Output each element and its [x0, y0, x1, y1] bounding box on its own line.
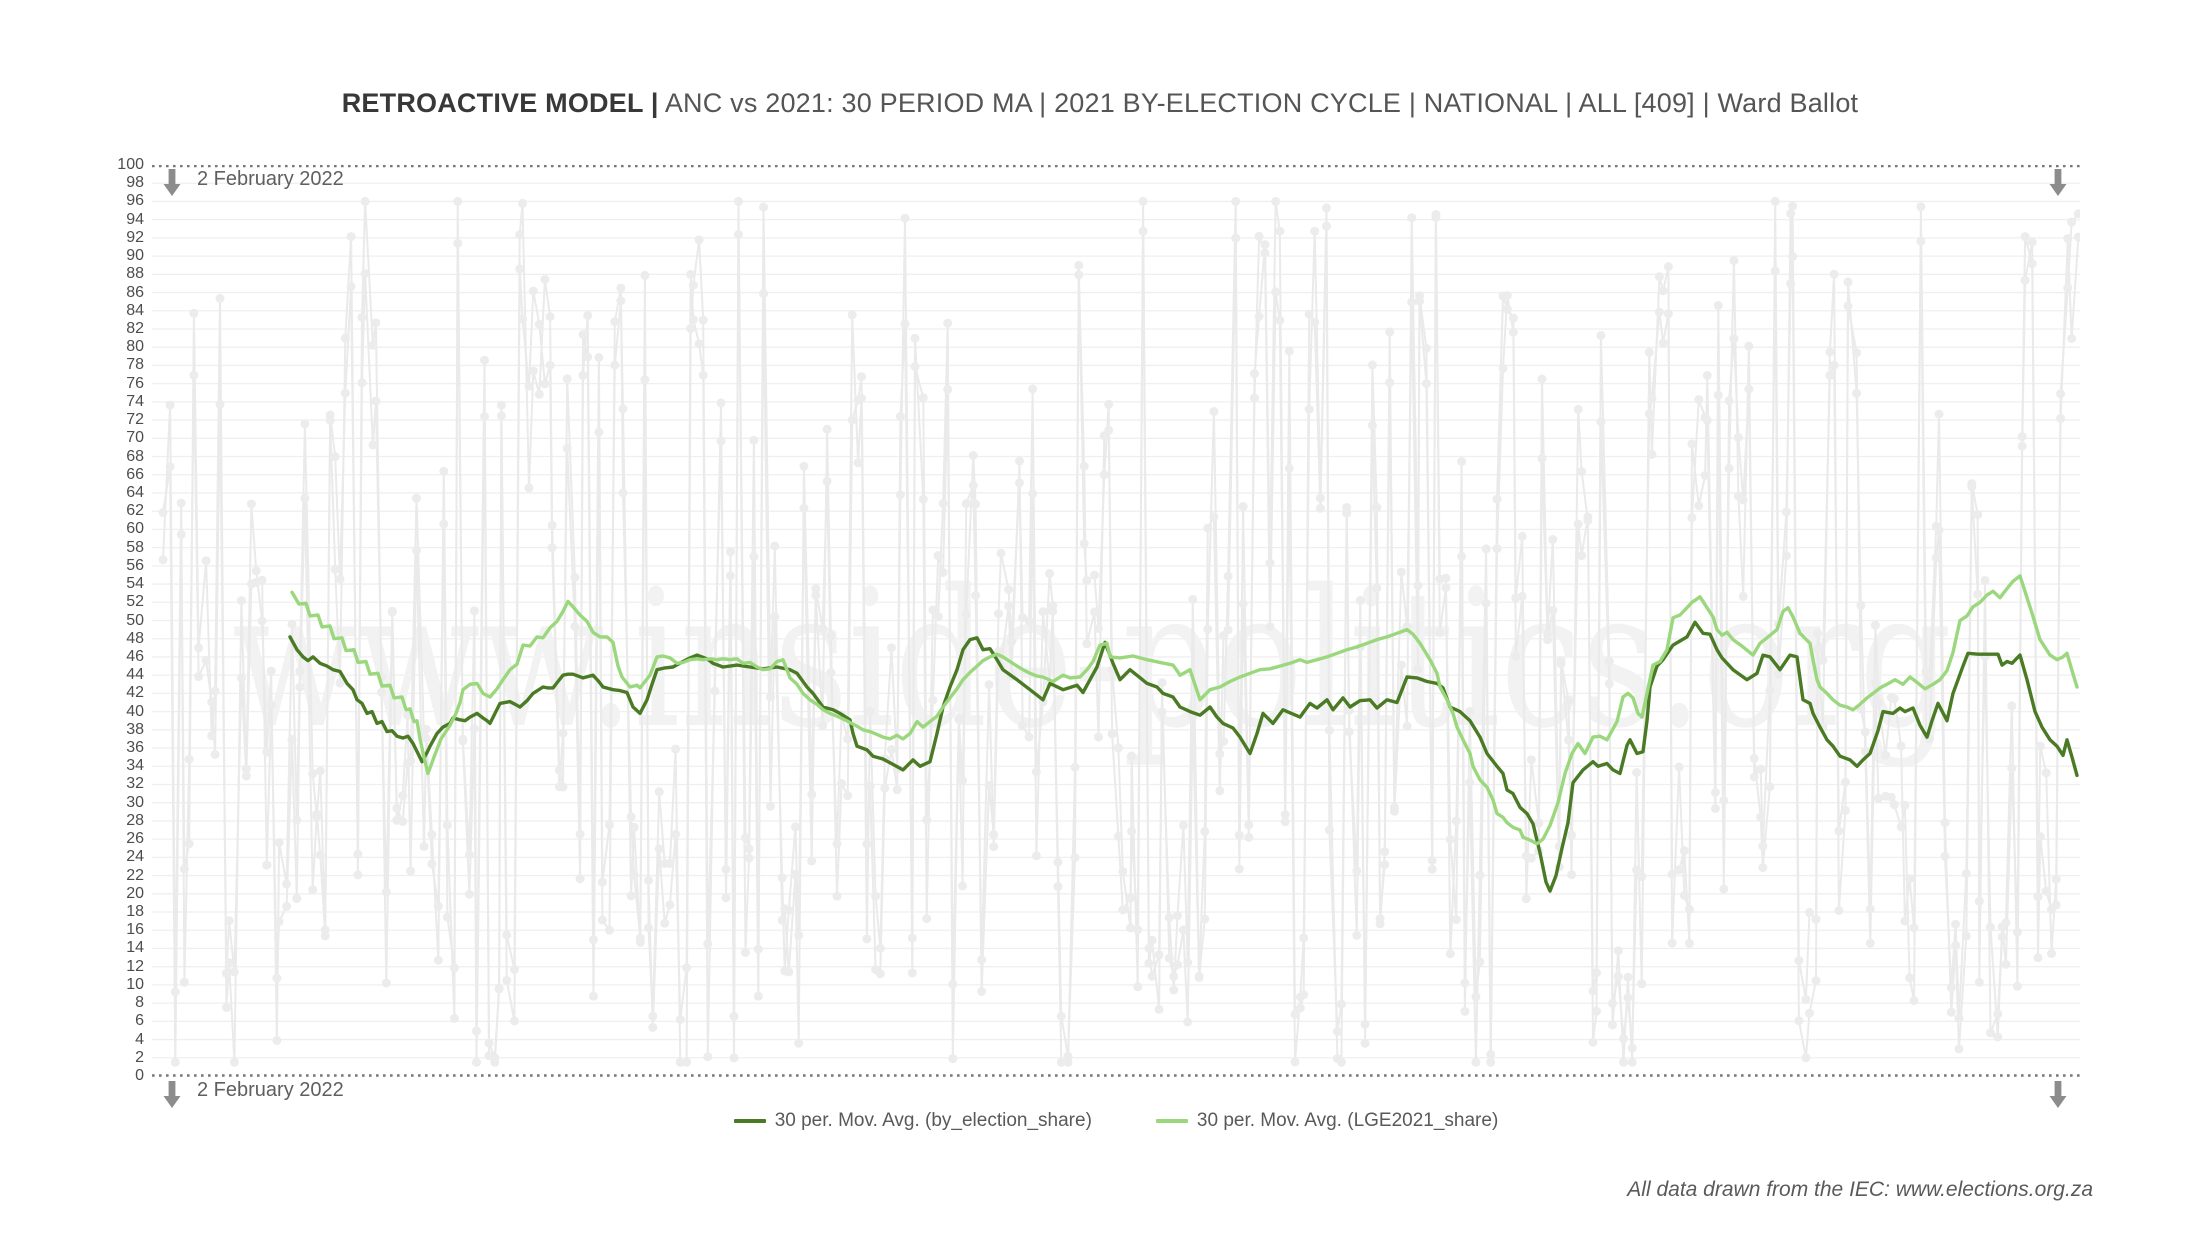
y-tick-label: 6 — [135, 1012, 144, 1030]
chart-title-bold: RETROACTIVE MODEL | — [341, 88, 659, 118]
y-tick-label: 20 — [126, 884, 144, 902]
y-tick-label: 48 — [126, 629, 144, 647]
y-tick-label: 80 — [126, 338, 144, 356]
y-tick-label: 12 — [126, 957, 144, 975]
chart-title-rest: ANC vs 2021: 30 PERIOD MA | 2021 BY-ELEC… — [658, 88, 1859, 118]
y-tick-label: 78 — [126, 356, 144, 374]
y-tick-label: 56 — [126, 556, 144, 574]
y-tick-label: 38 — [126, 720, 144, 738]
y-tick-label: 16 — [126, 921, 144, 939]
y-tick-label: 4 — [135, 1030, 144, 1048]
legend-line-swatch — [1155, 1119, 1188, 1123]
legend-line-swatch — [733, 1119, 766, 1123]
plot-area: www.inside-politics.org — [152, 164, 2083, 1110]
y-tick-label: 32 — [126, 775, 144, 793]
source-footer: All data drawn from the IEC: www.electio… — [1627, 1178, 2093, 1201]
y-tick-label: 98 — [126, 174, 144, 192]
y-tick-label: 74 — [126, 392, 144, 410]
chart-legend: 30 per. Mov. Avg. (by_election_share) 30 … — [152, 1106, 2080, 1136]
down-arrow-icon — [163, 169, 181, 196]
series-line-by-election — [288, 620, 2079, 893]
y-tick-label: 86 — [126, 283, 144, 301]
y-tick-label: 36 — [126, 739, 144, 757]
y-tick-label: 50 — [126, 611, 144, 629]
y-tick-label: 90 — [126, 247, 144, 265]
chart-title: RETROACTIVE MODEL | ANC vs 2021: 30 PERI… — [0, 88, 2200, 119]
y-tick-label: 82 — [126, 319, 144, 337]
y-tick-label: 88 — [126, 265, 144, 283]
annotation-date-top: 2 February 2022 — [197, 168, 344, 190]
y-tick-label: 26 — [126, 830, 144, 848]
y-tick-label: 40 — [126, 702, 144, 720]
y-tick-label: 70 — [126, 429, 144, 447]
y-tick-label: 28 — [126, 811, 144, 829]
y-tick-label: 0 — [135, 1067, 144, 1084]
y-tick-label: 30 — [126, 793, 144, 811]
y-tick-label: 72 — [126, 411, 144, 429]
y-tick-label: 54 — [126, 575, 144, 593]
down-arrow-icon — [2049, 1081, 2067, 1108]
y-tick-label: 96 — [126, 192, 144, 210]
y-tick-label: 18 — [126, 903, 144, 921]
legend-item: 30 per. Mov. Avg. (LGE2021_share) — [1155, 1110, 1499, 1132]
y-tick-label: 44 — [126, 666, 144, 684]
y-tick-label: 58 — [126, 538, 144, 556]
y-tick-label: 2 — [135, 1048, 144, 1066]
down-arrow-icon — [2049, 169, 2067, 196]
y-tick-label: 94 — [126, 210, 144, 228]
y-tick-label: 84 — [126, 301, 144, 319]
down-arrow-icon — [163, 1081, 181, 1108]
y-tick-label: 92 — [126, 228, 144, 246]
y-tick-label: 66 — [126, 465, 144, 483]
y-tick-label: 76 — [126, 374, 144, 392]
series-line-lge2021 — [290, 574, 2079, 846]
y-tick-label: 10 — [126, 975, 144, 993]
y-tick-label: 62 — [126, 502, 144, 520]
watermark: www.inside-politics.org — [232, 549, 1952, 770]
y-tick-label: 24 — [126, 848, 144, 866]
y-tick-label: 34 — [126, 757, 144, 775]
y-tick-label: 64 — [126, 483, 144, 501]
legend-label: 30 per. Mov. Avg. (LGE2021_share) — [1196, 1110, 1499, 1131]
chart-canvas: www.inside-politics.org — [152, 164, 2083, 1108]
legend-item: 30 per. Mov. Avg. (by_election_share) — [733, 1110, 1092, 1132]
y-tick-label: 22 — [126, 866, 144, 884]
annotation-date-bottom: 2 February 2022 — [197, 1079, 344, 1101]
legend-label: 30 per. Mov. Avg. (by_election_share) — [774, 1110, 1092, 1131]
y-tick-label: 8 — [135, 994, 144, 1012]
y-tick-label: 52 — [126, 593, 144, 611]
y-tick-label: 46 — [126, 647, 144, 665]
y-tick-label: 42 — [126, 684, 144, 702]
y-tick-label: 68 — [126, 447, 144, 465]
y-tick-label: 100 — [117, 156, 144, 173]
y-tick-label: 60 — [126, 520, 144, 538]
y-tick-label: 14 — [126, 939, 144, 957]
